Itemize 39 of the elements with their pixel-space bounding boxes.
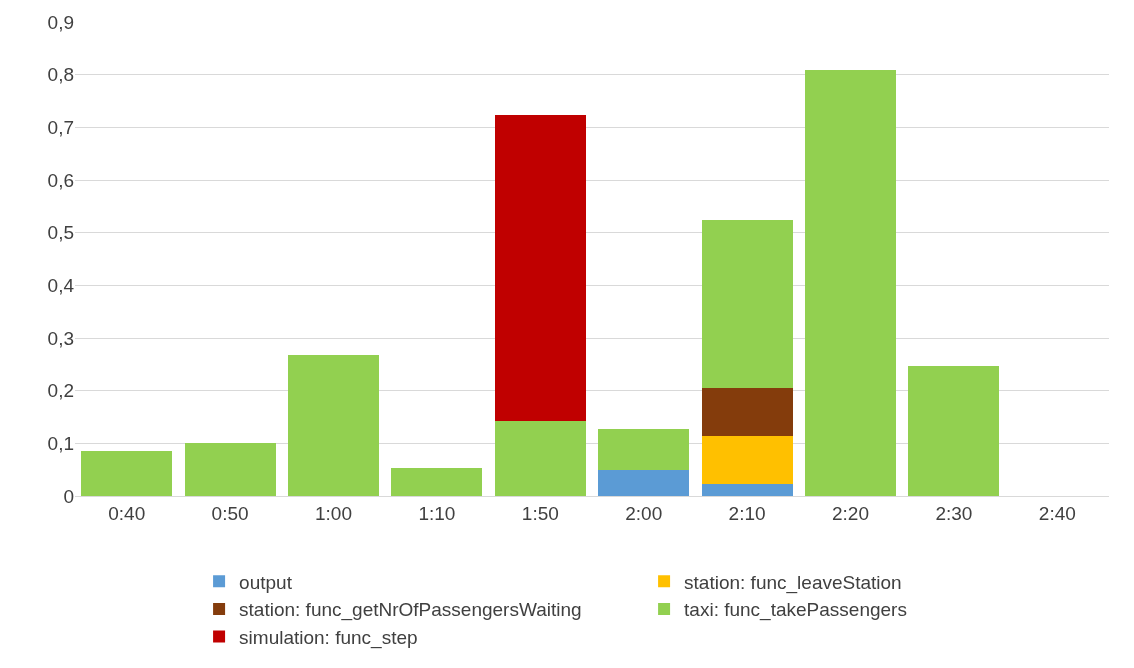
bar	[908, 365, 1000, 496]
y-tick-label: 0	[63, 485, 74, 507]
x-tick-label: 2:40	[1038, 502, 1076, 524]
y-tick-label: 0,9	[47, 11, 74, 33]
legend-label: station: func_getNrOfPassengersWaiting	[239, 599, 582, 622]
y-tick-label: 0,5	[47, 222, 74, 244]
x-tick-label: 2:00	[625, 502, 663, 524]
y-tick-label: 0,1	[47, 432, 74, 454]
bar	[701, 483, 793, 496]
legend-label: simulation: func_step	[239, 627, 418, 650]
bar	[701, 388, 793, 436]
y-tick-label: 0,3	[47, 327, 74, 349]
x-tick-label: 0:50	[211, 502, 249, 524]
legend-label: station: func_leaveStation	[684, 571, 902, 594]
x-tick-label: 2:20	[832, 502, 869, 524]
y-tick-label: 0,6	[47, 169, 74, 191]
bar	[494, 115, 586, 422]
x-tick-label: 1:50	[521, 502, 559, 524]
x-tick-label: 1:10	[418, 502, 456, 524]
legend-label: output	[239, 571, 293, 593]
bar	[81, 451, 173, 496]
y-tick-label: 0,8	[47, 64, 74, 86]
x-tick-label: 1:00	[315, 502, 352, 524]
bar	[184, 443, 276, 496]
bar	[805, 70, 896, 496]
bar	[391, 468, 483, 496]
bar	[598, 429, 690, 471]
y-tick-label: 0,2	[47, 380, 74, 402]
bar	[288, 355, 379, 496]
bar	[701, 435, 793, 484]
x-tick-label: 2:10	[728, 502, 766, 524]
bar	[598, 470, 690, 496]
x-tick-label: 2:30	[935, 502, 973, 524]
x-tick-label: 0:40	[108, 502, 146, 524]
bar	[701, 220, 793, 389]
y-tick-label: 0,4	[47, 274, 75, 296]
y-tick-label: 0,7	[47, 116, 74, 138]
bar	[494, 421, 586, 496]
legend-label: taxi: func_takePassengers	[684, 599, 907, 622]
